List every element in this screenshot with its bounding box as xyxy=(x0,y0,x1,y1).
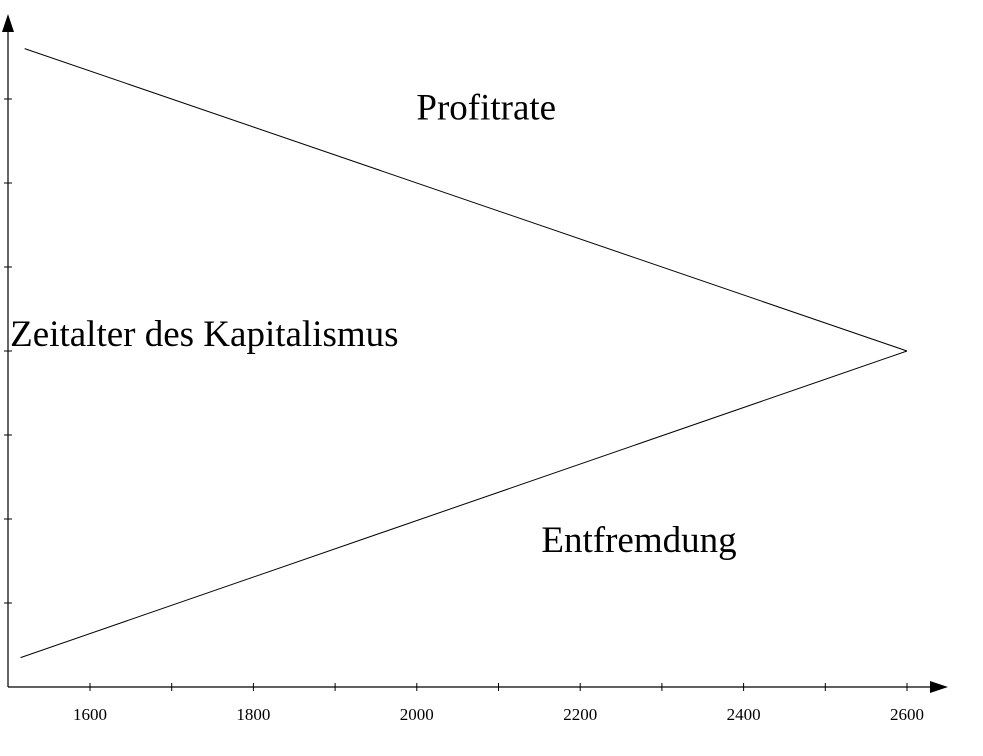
annotation-entfremdung: Entfremdung xyxy=(541,520,736,561)
tick-marks xyxy=(4,98,908,691)
annotation-profitrate: Profitrate xyxy=(416,87,556,128)
x-tick-label-1800: 1800 xyxy=(236,705,270,724)
x-tick-label-2200: 2200 xyxy=(563,705,597,724)
data-series xyxy=(20,48,908,659)
x-axis-arrowhead xyxy=(930,681,948,693)
axes xyxy=(2,14,948,693)
x-tick-label-2600: 2600 xyxy=(890,705,924,724)
x-tick-label-2000: 2000 xyxy=(400,705,434,724)
x-tick-label-1600: 1600 xyxy=(73,705,107,724)
series-line-1 xyxy=(24,48,908,352)
annotations: Profitrate Zeitalter des Kapitalismus Entf… xyxy=(10,87,736,561)
x-tick-labels: 1600 1800 2000 2200 2400 2600 xyxy=(73,705,924,724)
y-axis-arrowhead xyxy=(2,14,14,32)
annotation-zeitalter-des-kapitalismus: Zeitalter des Kapitalismus xyxy=(10,314,398,355)
x-tick-label-2400: 2400 xyxy=(727,705,761,724)
series-line-2 xyxy=(20,350,908,659)
